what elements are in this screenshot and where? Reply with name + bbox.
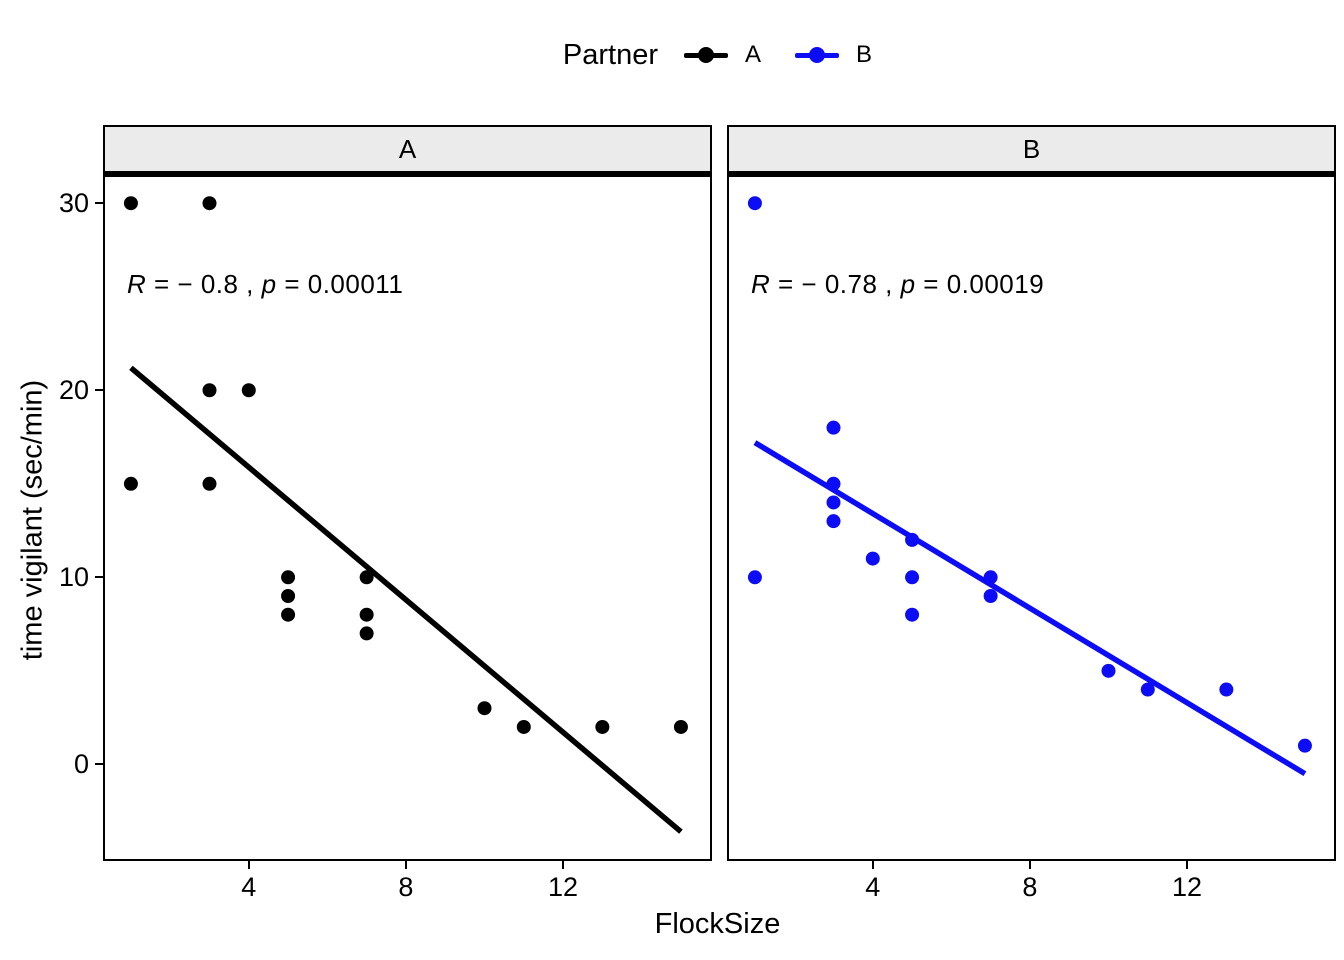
correlation-annotation-b: R = − 0.78 , p = 0.00019 <box>751 269 1044 300</box>
x-axis-title: FlockSize <box>654 908 781 940</box>
annotation-segment: = 0.00011 <box>276 269 404 299</box>
legend-title: Partner <box>562 38 659 71</box>
data-point <box>281 589 296 604</box>
facet-strip-label: B <box>1022 133 1041 164</box>
x-tick-label: 8 <box>1022 872 1038 902</box>
x-tick-label: 12 <box>548 872 579 902</box>
legend-key-icon <box>795 47 840 63</box>
data-point <box>905 532 920 547</box>
data-point <box>241 383 256 398</box>
data-point <box>516 719 531 734</box>
data-point <box>359 607 374 622</box>
y-tick-mark <box>95 202 103 205</box>
data-point <box>673 719 688 734</box>
plot-panel-a: R = − 0.8 , p = 0.00011 <box>103 177 712 861</box>
x-tick-label: 12 <box>1172 872 1203 902</box>
data-point <box>747 570 762 585</box>
legend-key-icon <box>684 47 729 63</box>
data-point <box>1297 738 1312 753</box>
data-point <box>905 570 920 585</box>
legend-item-label: B <box>856 41 873 68</box>
data-point <box>359 570 374 585</box>
data-point <box>1219 682 1234 697</box>
annotation-segment: R <box>127 269 147 299</box>
y-axis-title: time vigilant (sec/min) <box>16 379 49 661</box>
correlation-annotation-a: R = − 0.8 , p = 0.00011 <box>127 269 403 300</box>
x-tick-mark <box>1186 861 1189 869</box>
y-tick-label: 0 <box>73 749 89 780</box>
y-tick-label: 20 <box>58 375 89 406</box>
data-point <box>747 196 762 211</box>
facet-strip-label: A <box>398 133 417 164</box>
facet-panel-b: B R = − 0.78 , p = 0.00019 <box>727 125 1336 861</box>
annotation-segment: R <box>751 269 771 299</box>
data-point <box>202 196 217 211</box>
y-tick-mark <box>95 389 103 392</box>
data-point <box>202 476 217 491</box>
data-point <box>826 420 841 435</box>
x-tick-mark <box>247 861 250 869</box>
plot-panel-b: R = − 0.78 , p = 0.00019 <box>727 177 1336 861</box>
legend-item-label: A <box>745 41 762 68</box>
data-point <box>865 551 880 566</box>
data-point <box>202 383 217 398</box>
legend-key-dot <box>698 47 715 63</box>
data-point <box>477 701 492 716</box>
x-tick-mark <box>871 861 874 869</box>
data-point <box>983 570 998 585</box>
data-point <box>1140 682 1155 697</box>
x-tick-mark <box>404 861 407 869</box>
data-point <box>281 570 296 585</box>
annotation-segment: p <box>261 269 277 299</box>
data-point <box>905 607 920 622</box>
x-tick-mark <box>1028 861 1031 869</box>
scatter-plot-b <box>747 196 1312 777</box>
x-tick-label: 4 <box>241 872 257 902</box>
data-point <box>1101 663 1116 678</box>
facet-strip-a: A <box>103 125 712 177</box>
data-point <box>359 626 374 641</box>
y-tick-mark <box>95 576 103 579</box>
data-point <box>983 589 998 604</box>
trend-line <box>753 440 1307 777</box>
data-point <box>595 719 610 734</box>
legend-item-b: B <box>795 41 872 69</box>
annotation-segment: p <box>900 269 916 299</box>
x-tick-label: 8 <box>398 872 414 902</box>
legend-item-a: A <box>684 41 761 69</box>
data-point <box>826 514 841 529</box>
annotation-segment: = − 0.78 , <box>770 269 901 299</box>
legend-key-dot <box>809 47 826 63</box>
trend-line <box>129 365 683 834</box>
data-point <box>123 196 138 211</box>
y-tick-mark <box>95 763 103 766</box>
data-point <box>123 476 138 491</box>
data-point <box>826 495 841 510</box>
data-point <box>826 476 841 491</box>
facet-panel-a: A R = − 0.8 , p = 0.00011 <box>103 125 712 861</box>
x-tick-label: 4 <box>865 872 881 902</box>
data-point <box>281 607 296 622</box>
facet-strip-b: B <box>727 125 1336 177</box>
annotation-segment: = − 0.8 , <box>146 269 262 299</box>
scatter-plot-a <box>123 196 688 834</box>
annotation-segment: = 0.00019 <box>915 269 1045 299</box>
x-tick-mark <box>562 861 565 869</box>
y-tick-label: 30 <box>58 188 89 219</box>
y-tick-label: 10 <box>58 562 89 593</box>
